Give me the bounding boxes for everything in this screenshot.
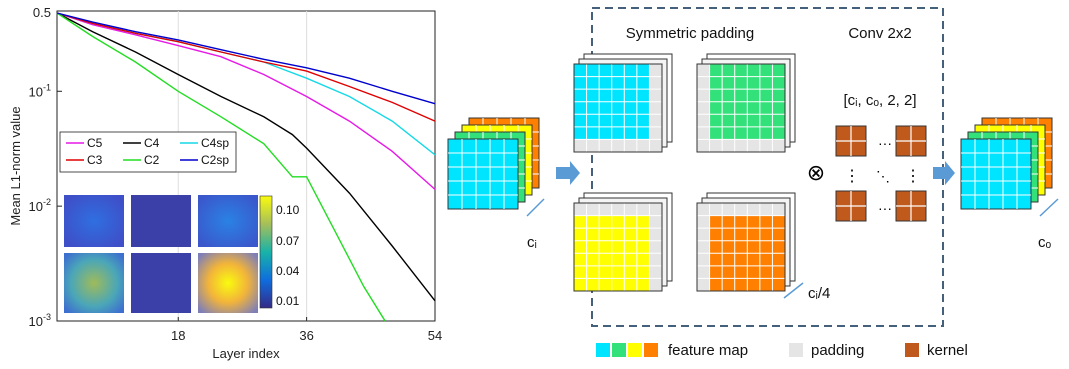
- legend-padding: padding: [811, 342, 864, 359]
- kernel-3: [835, 190, 867, 222]
- padding-diagram: cᵢ Symmetric padding Conv 2x2 cᵢ/4 [cᵢ, …: [447, 7, 1059, 327]
- heatmap-cell-4: [64, 253, 124, 313]
- legend-swatch-padding: [789, 343, 803, 357]
- heatmap-cell-6: [198, 253, 258, 313]
- chart-legend: C5 C4 C4sp C3 C2 C2sp: [66, 136, 229, 167]
- legend-swatch-orange: [644, 343, 658, 357]
- legend-label-C4sp: C4sp: [201, 136, 229, 150]
- ci-indicator: [526, 198, 545, 217]
- legend-label-C2: C2: [144, 153, 160, 167]
- legend-label-C2sp: C2sp: [201, 153, 229, 167]
- padded-map-orange: [696, 192, 796, 292]
- l1-norm-chart: 18 36 54 10-3 10-2 10-1 0.5 Layer index Mean …: [8, 5, 442, 361]
- map-cyan: [447, 138, 519, 210]
- y-tick-label: 10-3: [29, 312, 51, 329]
- series-line-C2: [56, 12, 386, 322]
- kernel-1: [835, 125, 867, 157]
- series-line-C2sp: [56, 12, 436, 105]
- legend-label-C3: C3: [87, 153, 103, 167]
- kernel-hdots-bottom: ···: [878, 200, 892, 216]
- padded-map-green: [696, 53, 796, 153]
- x-tick-label: 36: [299, 328, 313, 343]
- legend-label-C4: C4: [144, 136, 160, 150]
- legend-kernel: kernel: [927, 342, 968, 359]
- arrow-right-icon: [556, 161, 580, 185]
- kernel-vdots-left: ⋮: [844, 168, 860, 185]
- colorbar: [259, 195, 273, 309]
- series-line-C4: [56, 12, 436, 302]
- conv-title: Conv 2x2: [848, 25, 911, 42]
- co-label: cₒ: [1038, 234, 1052, 251]
- legend-swatch-green: [612, 343, 626, 357]
- heatmap-cell-2: [131, 195, 191, 247]
- kernel-hdots-top: ···: [878, 135, 892, 151]
- padded-maps: [573, 53, 796, 292]
- output-feature-stack: [960, 117, 1053, 210]
- x-ticks: 18 36 54: [171, 317, 442, 343]
- heatmap-inset: 0.10 0.07 0.04 0.01: [64, 195, 300, 313]
- kernel-grid: [835, 125, 927, 222]
- ci4-indicator: [783, 282, 804, 299]
- legend-swatch-yellow: [628, 343, 642, 357]
- y-axis-label: Mean L1-norm value: [8, 106, 23, 225]
- colorbar-tick-2: 0.07: [276, 234, 300, 248]
- padded-map-yellow: [573, 192, 673, 292]
- bottom-legend: feature map padding kernel: [596, 342, 968, 359]
- co-indicator: [1039, 198, 1059, 217]
- ci-label: cᵢ: [527, 234, 537, 251]
- map-cyan: [960, 138, 1032, 210]
- ci4-label: cᵢ/4: [808, 285, 830, 302]
- series-line-C3: [56, 12, 436, 122]
- y-tick-label: 0.5: [33, 5, 51, 20]
- padded-map-cyan: [573, 53, 673, 153]
- arrow-right-icon-2: [933, 161, 955, 185]
- tensor-product-icon: ⊗: [807, 160, 825, 185]
- legend-box: [59, 131, 237, 173]
- legend-swatch-cyan: [596, 343, 610, 357]
- series-line-C5: [56, 12, 436, 190]
- heatmap-cell-5: [131, 253, 191, 313]
- x-axis-label: Layer index: [212, 346, 280, 361]
- kernel-vdots-right: ⋮: [905, 168, 921, 185]
- x-tick-label: 54: [428, 328, 442, 343]
- x-tick-label: 18: [171, 328, 185, 343]
- colorbar-tick-3: 0.04: [276, 264, 300, 278]
- colorbar-tick-4: 0.01: [276, 294, 300, 308]
- colorbar-tick-1: 0.10: [276, 203, 300, 217]
- y-tick-label: 10-1: [29, 82, 51, 99]
- kernel-4: [895, 190, 927, 222]
- kernel-shape-label: [cᵢ, cₒ, 2, 2]: [843, 92, 916, 109]
- input-feature-stack: [447, 117, 540, 210]
- heatmap-cell-1: [64, 195, 124, 247]
- heatmap-cell-3: [198, 195, 258, 247]
- y-tick-label: 10-2: [29, 197, 51, 214]
- kernel-ddots: ⋱: [876, 168, 890, 184]
- legend-label-C5: C5: [87, 136, 103, 150]
- series-lines: [56, 12, 436, 322]
- legend-feature-map: feature map: [668, 342, 748, 359]
- kernel-2: [895, 125, 927, 157]
- symmetric-padding-title: Symmetric padding: [626, 25, 754, 42]
- legend-swatch-kernel: [905, 343, 919, 357]
